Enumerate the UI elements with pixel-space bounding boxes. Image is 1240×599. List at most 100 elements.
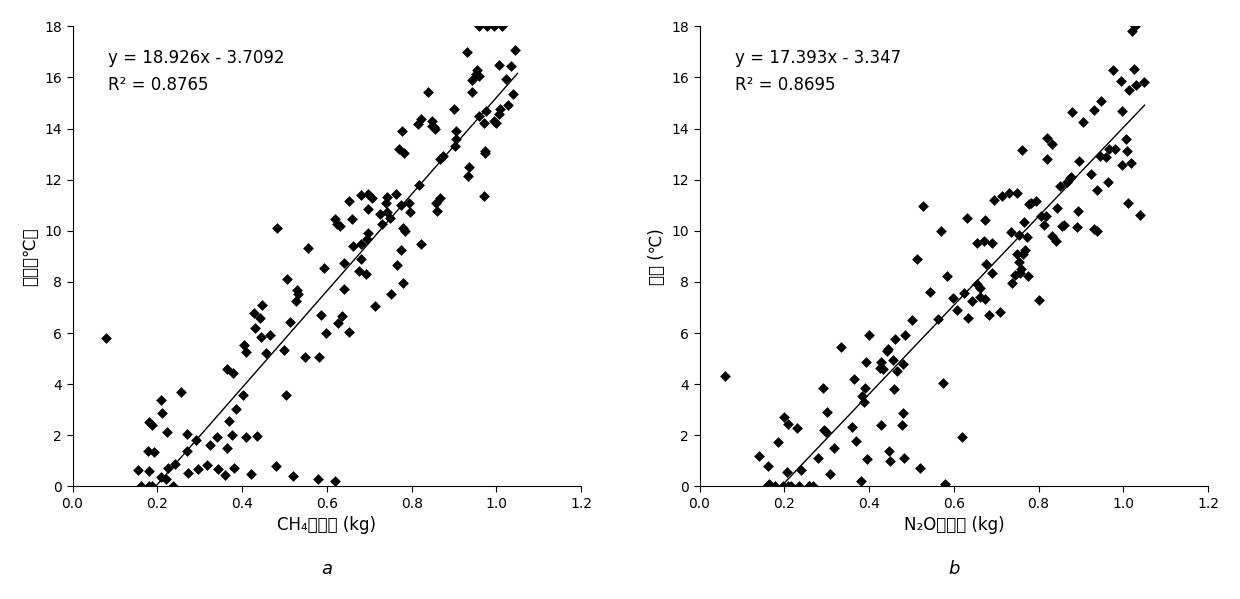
Point (372, 219, 392, 229)
Point (387, 189, 407, 199)
Point (1009, 231, 1029, 240)
Point (975, 237, 994, 246)
Point (475, 148, 495, 158)
Point (1084, 105, 1104, 114)
Point (1009, 268, 1029, 278)
Point (781, 482, 801, 491)
Point (424, 122, 444, 132)
Point (1012, 264, 1032, 274)
Point (1126, 80, 1146, 90)
Point (758, 461, 777, 471)
Point (356, 270, 376, 279)
Point (469, 22, 489, 31)
Point (399, 207, 419, 217)
Y-axis label: 温度 (℃): 温度 (℃) (647, 228, 666, 285)
Point (309, 474, 329, 483)
Point (310, 352, 330, 362)
Point (1019, 199, 1039, 208)
Point (1087, 185, 1107, 195)
Point (391, 246, 410, 255)
Point (1009, 257, 1029, 267)
Point (392, 127, 412, 137)
Point (931, 226, 951, 235)
Point (976, 259, 996, 269)
Point (1037, 134, 1056, 143)
Point (1122, 26, 1142, 35)
Point (490, 109, 510, 119)
Point (343, 241, 363, 251)
Point (351, 239, 371, 249)
Point (335, 258, 355, 268)
Point (227, 405, 247, 415)
Point (1099, 177, 1118, 187)
Point (1012, 146, 1032, 155)
Point (445, 141, 465, 151)
Point (461, 87, 481, 97)
Point (250, 332, 270, 342)
Point (485, 116, 505, 126)
Point (342, 214, 362, 224)
Point (937, 272, 957, 282)
Point (247, 431, 267, 441)
Point (893, 409, 913, 418)
Point (469, 71, 489, 81)
Point (1117, 146, 1137, 156)
Point (348, 266, 368, 276)
Point (1013, 249, 1033, 259)
Point (1049, 181, 1069, 191)
Point (929, 314, 949, 324)
Point (433, 151, 453, 161)
Point (877, 346, 897, 356)
Point (765, 482, 785, 491)
Point (978, 310, 998, 320)
Point (222, 429, 242, 439)
Point (1022, 198, 1042, 208)
Point (389, 144, 409, 153)
Point (1037, 211, 1056, 221)
Point (1120, 85, 1140, 95)
Point (959, 314, 978, 323)
Point (952, 432, 972, 441)
Point (393, 279, 413, 288)
Point (1135, 77, 1154, 87)
Point (715, 372, 735, 382)
Point (1091, 96, 1111, 105)
Point (486, 119, 506, 128)
Point (151, 395, 171, 404)
Point (392, 200, 412, 210)
Point (139, 482, 159, 491)
Point (157, 427, 177, 437)
Point (425, 124, 445, 134)
Point (286, 296, 306, 305)
Point (325, 476, 345, 486)
Point (842, 422, 862, 432)
Point (506, 46, 526, 55)
Point (985, 195, 1004, 205)
Point (1025, 196, 1045, 206)
Point (894, 331, 914, 340)
Point (894, 453, 914, 462)
Point (1016, 245, 1035, 255)
Point (446, 126, 466, 136)
Point (1017, 232, 1037, 242)
Point (844, 374, 864, 384)
Point (846, 437, 866, 446)
Point (1003, 279, 1023, 288)
Point (430, 193, 450, 203)
Point (962, 296, 982, 305)
Point (366, 302, 386, 311)
Point (1111, 76, 1131, 86)
Point (967, 279, 987, 288)
Point (982, 238, 1002, 248)
Point (892, 420, 911, 429)
Point (967, 238, 987, 247)
Point (325, 214, 345, 224)
Point (1018, 271, 1038, 281)
Point (1105, 144, 1125, 154)
Point (975, 294, 994, 304)
Point (298, 243, 317, 253)
Point (260, 331, 280, 340)
Point (831, 342, 851, 352)
Point (982, 268, 1002, 278)
Point (1007, 249, 1027, 259)
